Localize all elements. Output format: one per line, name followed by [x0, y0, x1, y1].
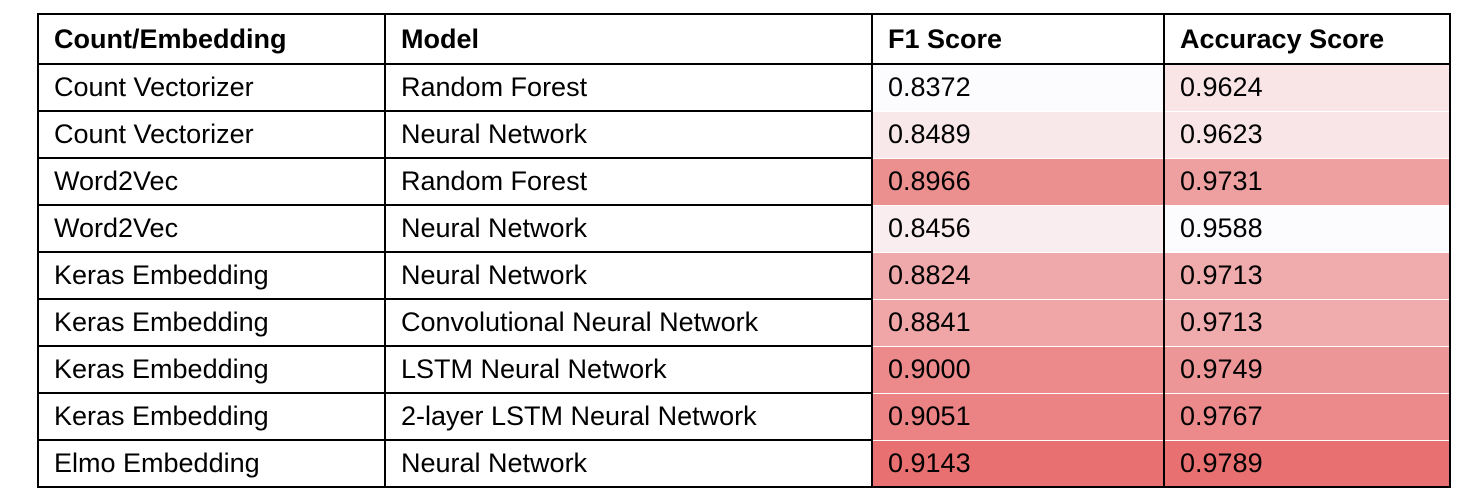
embedding-cell: Elmo Embedding: [37, 439, 386, 488]
results-table: Count/Embedding Model F1 Score Accuracy …: [37, 13, 1451, 488]
accuracy-score-cell: 0.9623: [1163, 110, 1451, 159]
table-row: Keras Embedding LSTM Neural Network 0.90…: [37, 345, 1451, 394]
embedding-cell: Word2Vec: [37, 204, 386, 253]
model-cell: 2-layer LSTM Neural Network: [384, 392, 873, 441]
accuracy-score-cell: 0.9713: [1163, 298, 1451, 347]
f1-score-cell: 0.8824: [871, 251, 1165, 300]
f1-score-cell: 0.9143: [871, 439, 1165, 488]
header-f1-score: F1 Score: [871, 13, 1165, 65]
model-cell: Neural Network: [384, 110, 873, 159]
table-row: Keras Embedding 2-layer LSTM Neural Netw…: [37, 392, 1451, 441]
accuracy-score-cell: 0.9767: [1163, 392, 1451, 441]
embedding-cell: Word2Vec: [37, 157, 386, 206]
embedding-cell: Count Vectorizer: [37, 63, 386, 112]
f1-score-cell: 0.8489: [871, 110, 1165, 159]
model-cell: Convolutional Neural Network: [384, 298, 873, 347]
f1-score-cell: 0.8966: [871, 157, 1165, 206]
header-accuracy-score: Accuracy Score: [1163, 13, 1451, 65]
f1-score-cell: 0.8841: [871, 298, 1165, 347]
model-cell: Neural Network: [384, 251, 873, 300]
accuracy-score-cell: 0.9731: [1163, 157, 1451, 206]
model-cell: Random Forest: [384, 63, 873, 112]
f1-score-cell: 0.9000: [871, 345, 1165, 394]
model-cell: Neural Network: [384, 204, 873, 253]
accuracy-score-cell: 0.9789: [1163, 439, 1451, 488]
table-row: Keras Embedding Neural Network 0.8824 0.…: [37, 251, 1451, 300]
f1-score-cell: 0.8372: [871, 63, 1165, 112]
table-row: Word2Vec Random Forest 0.8966 0.9731: [37, 157, 1451, 206]
table-row: Elmo Embedding Neural Network 0.9143 0.9…: [37, 439, 1451, 488]
model-cell: LSTM Neural Network: [384, 345, 873, 394]
table-row: Count Vectorizer Random Forest 0.8372 0.…: [37, 63, 1451, 112]
table-row: Keras Embedding Convolutional Neural Net…: [37, 298, 1451, 347]
embedding-cell: Keras Embedding: [37, 392, 386, 441]
accuracy-score-cell: 0.9624: [1163, 63, 1451, 112]
embedding-cell: Keras Embedding: [37, 298, 386, 347]
header-model: Model: [384, 13, 873, 65]
accuracy-score-cell: 0.9713: [1163, 251, 1451, 300]
embedding-cell: Keras Embedding: [37, 251, 386, 300]
table-body: Count Vectorizer Random Forest 0.8372 0.…: [37, 63, 1451, 488]
model-cell: Neural Network: [384, 439, 873, 488]
f1-score-cell: 0.9051: [871, 392, 1165, 441]
header-count-embedding: Count/Embedding: [37, 13, 386, 65]
accuracy-score-cell: 0.9588: [1163, 204, 1451, 253]
embedding-cell: Keras Embedding: [37, 345, 386, 394]
f1-score-cell: 0.8456: [871, 204, 1165, 253]
table-header: Count/Embedding Model F1 Score Accuracy …: [37, 13, 1451, 65]
embedding-cell: Count Vectorizer: [37, 110, 386, 159]
model-cell: Random Forest: [384, 157, 873, 206]
table-row: Word2Vec Neural Network 0.8456 0.9588: [37, 204, 1451, 253]
header-row: Count/Embedding Model F1 Score Accuracy …: [37, 13, 1451, 65]
accuracy-score-cell: 0.9749: [1163, 345, 1451, 394]
table-row: Count Vectorizer Neural Network 0.8489 0…: [37, 110, 1451, 159]
